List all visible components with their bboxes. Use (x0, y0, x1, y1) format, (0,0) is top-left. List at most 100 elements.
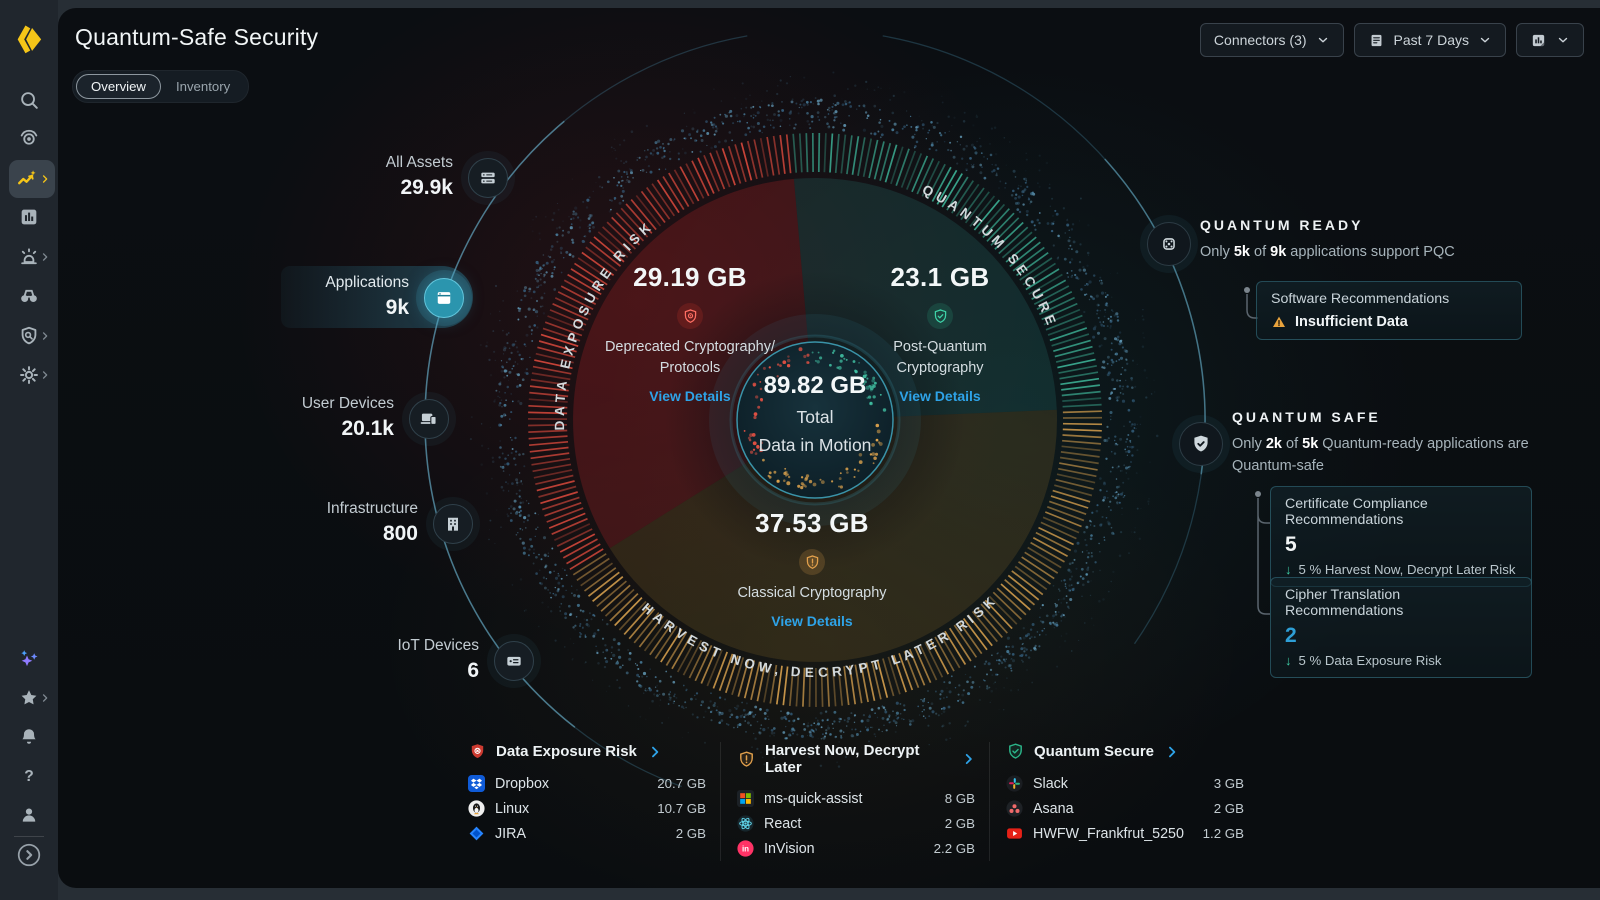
chevron-down-icon (1316, 33, 1330, 47)
servers-icon[interactable] (468, 158, 508, 198)
legend-row[interactable]: Asana 2 GB (1006, 796, 1244, 821)
card-title: Certificate Compliance Recommendations (1285, 496, 1428, 528)
warning-icon (1271, 314, 1287, 330)
card-title: Software Recommendations (1271, 291, 1450, 307)
sidebar-settings-icon[interactable] (18, 364, 40, 386)
time-range-dropdown[interactable]: Past 7 Days (1353, 23, 1506, 57)
sidebar-reports-icon[interactable] (18, 206, 40, 228)
sidebar-account-icon[interactable] (18, 804, 40, 826)
sidebar-help-icon[interactable]: ? (18, 765, 40, 787)
asana-icon (1006, 800, 1023, 817)
tab-inventory[interactable]: Inventory (175, 79, 231, 94)
legend-row[interactable]: ms-quick-assist 8 GB (737, 786, 975, 811)
asset-applications[interactable]: Applications 9k (209, 273, 409, 320)
time-range-label: Past 7 Days (1393, 32, 1469, 48)
chevron-down-icon (1478, 33, 1492, 47)
connectors-label: Connectors (3) (1213, 32, 1307, 48)
page-title: Quantum-Safe Security (75, 24, 319, 50)
sidebar-favorites-icon[interactable] (18, 687, 40, 709)
user-devices-icon[interactable] (409, 399, 449, 439)
panel-description: Only 5k of 9k applications support PQC (1200, 244, 1455, 260)
sidebar-ai-assistant-icon[interactable] (17, 647, 41, 671)
asset-label: User Devices (301, 395, 394, 412)
down-arrow-icon: ↓ (1285, 653, 1292, 668)
panel-description: Only 2k of 5k Quantum-ready applications… (1232, 436, 1529, 474)
asset-value: 20.1k (341, 417, 394, 441)
legend-header[interactable]: Quantum Secure (1006, 742, 1244, 761)
software-recommendations-card[interactable]: Software Recommendations Insufficient Da… (1256, 281, 1522, 340)
sidebar: ? (0, 0, 58, 900)
asset-user-devices[interactable]: User Devices 20.1k (194, 394, 394, 441)
legend-row[interactable]: in InVision 2.2 GB (737, 836, 975, 861)
connectors-dropdown[interactable]: Connectors (3) (1199, 23, 1344, 57)
card-count: 2 (1285, 624, 1297, 647)
legend-row[interactable]: HWFW_Frankfrut_5250 1.2 GB (1006, 821, 1244, 846)
segment-sublabel: Classical Cryptography (737, 585, 887, 601)
asset-all-assets[interactable]: All Assets 29.9k (253, 153, 453, 200)
segment-value: 29.19 GB (633, 262, 747, 292)
svg-text:?: ? (24, 768, 34, 785)
panel-quantum-safe: QUANTUM SAFE Only 2k of 5k Quantum-ready… (1232, 409, 1532, 478)
sidebar-notifications-icon[interactable] (18, 726, 40, 748)
card-note: 5 % Data Exposure Risk (1298, 653, 1442, 668)
legend-row[interactable]: Linux 10.7 GB (468, 796, 706, 821)
legend-header[interactable]: Harvest Now, Decrypt Later (737, 742, 975, 776)
chevron-right-icon (40, 331, 50, 341)
legend-header[interactable]: Data Exposure Risk (468, 742, 706, 761)
app-legend: Data Exposure Risk Dropbox 20.7 GB Linux… (468, 742, 1258, 861)
total-value: 89.82 GB (763, 372, 867, 399)
sidebar-activity-icon[interactable] (16, 168, 38, 190)
chevron-right-icon (1165, 745, 1179, 759)
panel-title: QUANTUM SAFE (1232, 409, 1381, 425)
view-details-link[interactable]: View Details (771, 613, 853, 630)
chevron-right-icon (40, 693, 50, 703)
card-title: Cipher Translation Recommendations (1285, 587, 1404, 619)
sidebar-search-icon[interactable] (18, 89, 40, 111)
slack-icon (1006, 775, 1023, 792)
applications-icon[interactable] (424, 278, 464, 318)
tab-overview[interactable]: Overview (76, 74, 161, 99)
asset-value: 800 (382, 522, 418, 546)
sidebar-explore-icon[interactable] (18, 128, 40, 150)
shield-exclamation-orange-icon (737, 750, 756, 769)
react-icon (737, 815, 754, 832)
certificate-compliance-card[interactable]: Certificate Compliance Recommendations 5… (1270, 486, 1532, 587)
asset-iot-devices[interactable]: IoT Devices 6 (279, 636, 479, 683)
dashboard-view-dropdown[interactable] (1516, 23, 1584, 57)
chevron-right-icon (962, 752, 975, 766)
asset-label: All Assets (385, 154, 453, 171)
svg-text:in: in (742, 844, 749, 853)
sidebar-policies-icon[interactable] (18, 325, 40, 347)
legend-column-harvest-now: Harvest Now, Decrypt Later ms-quick-assi… (720, 742, 989, 861)
card-status: Insufficient Data (1295, 314, 1408, 330)
legend-row[interactable]: Dropbox 20.7 GB (468, 771, 706, 796)
infrastructure-icon[interactable] (433, 504, 473, 544)
widget-icon (1530, 32, 1547, 49)
chevron-right-icon (648, 745, 662, 759)
asset-infrastructure[interactable]: Infrastructure 800 (218, 499, 418, 546)
cipher-translation-card[interactable]: Cipher Translation Recommendations 2 ↓ 5 … (1270, 577, 1532, 678)
header-actions: Connectors (3) Past 7 Days (1199, 23, 1584, 57)
shield-check-green-icon (1006, 742, 1025, 761)
ring-center-total: 89.82 GB Total Data in Motion (705, 372, 925, 456)
iot-devices-icon[interactable] (494, 641, 534, 681)
shield-exclamation-orange-icon (799, 549, 825, 575)
asset-label: Infrastructure (326, 500, 418, 517)
legend-row[interactable]: JIRA 2 GB (468, 821, 706, 846)
app-logo-icon[interactable] (12, 21, 46, 59)
asset-label: IoT Devices (397, 637, 479, 654)
sidebar-hunt-icon[interactable] (18, 285, 40, 307)
down-arrow-icon: ↓ (1285, 562, 1292, 577)
segment-value: 23.1 GB (890, 262, 990, 292)
sidebar-expand-icon[interactable] (16, 842, 42, 868)
sidebar-alerts-icon[interactable] (18, 246, 40, 268)
video-icon (1006, 825, 1023, 842)
legend-row[interactable]: Slack 3 GB (1006, 771, 1244, 796)
chevron-right-icon (40, 252, 50, 262)
jira-icon (468, 825, 485, 842)
dropbox-icon (468, 775, 485, 792)
panel-title: QUANTUM READY (1200, 217, 1364, 233)
sidebar-divider (14, 836, 44, 837)
legend-row[interactable]: React 2 GB (737, 811, 975, 836)
invision-icon: in (737, 840, 754, 857)
